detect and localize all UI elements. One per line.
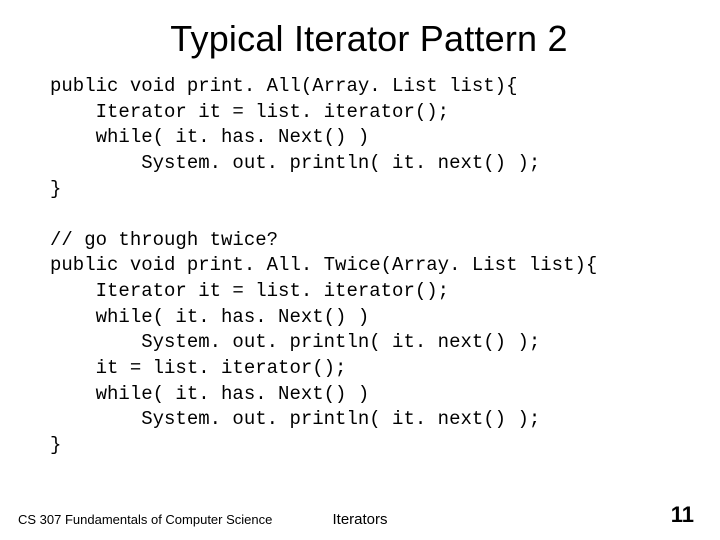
slide: Typical Iterator Pattern 2 public void p… [0,0,720,540]
slide-title: Typical Iterator Pattern 2 [50,18,688,60]
footer-page-number: 11 [671,502,694,528]
code-block: public void print. All(Array. List list)… [50,74,688,459]
footer-topic-label: Iterators [332,511,387,528]
footer: CS 307 Fundamentals of Computer Science … [0,488,720,528]
footer-course-label: CS 307 Fundamentals of Computer Science [18,512,272,528]
